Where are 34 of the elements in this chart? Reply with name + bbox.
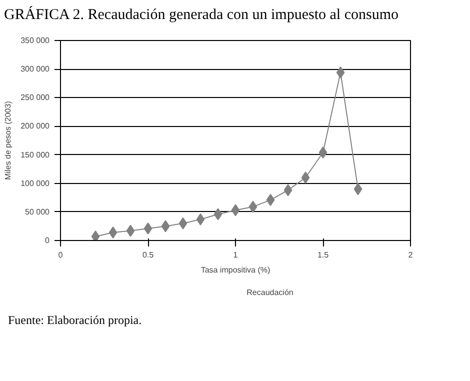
chart-title: GRÁFICA 2. Recaudación generada con un impuesto al consumo [4, 5, 398, 25]
x-tick-label: 1 [233, 250, 238, 260]
point [214, 208, 222, 220]
point [284, 184, 292, 196]
text: Recaudación [246, 288, 294, 296]
point [248, 200, 258, 213]
point [318, 146, 328, 158]
x-tick-label: 0.5 [142, 250, 154, 260]
point [266, 194, 275, 206]
y-tick-label: 300 000 [20, 64, 50, 74]
y-tick-label: 50 000 [25, 207, 50, 216]
point [336, 66, 345, 78]
x-axis-title: Tasa impositiva (%) [200, 266, 271, 274]
y-tick-label: 150 000 [20, 150, 50, 160]
point [301, 172, 310, 184]
y-tick-label: 250 000 [20, 93, 50, 102]
point [231, 204, 240, 216]
x-tick-label: 0 [58, 250, 64, 260]
point [354, 183, 362, 196]
point [108, 226, 118, 238]
y-tick-label: 350 000 [20, 36, 50, 45]
source-note: Fuente: Elaboración propia. [8, 312, 142, 329]
point [144, 222, 152, 234]
point [126, 224, 135, 237]
x-tick-label: 1.5 [317, 250, 330, 260]
y-tick-label: 0 [45, 236, 50, 245]
y-tick-label: 100 000 [20, 178, 50, 188]
y-tick-label: 200 000 [20, 122, 50, 131]
point [196, 213, 205, 226]
point [178, 217, 188, 230]
point [91, 230, 100, 240]
point [161, 220, 170, 232]
x-tick-label: 2 [408, 250, 414, 260]
y-axis-title: Miles de pesos (2003) [4, 100, 13, 180]
